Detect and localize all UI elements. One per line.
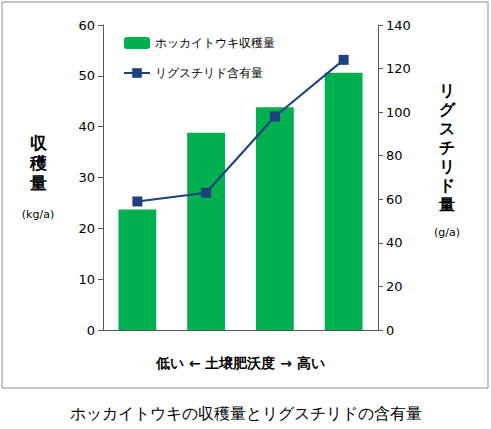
svg-text:120: 120 [386, 61, 411, 76]
svg-text:10: 10 [78, 272, 95, 287]
svg-text:50: 50 [78, 68, 95, 83]
svg-text:ス: ス [439, 119, 455, 138]
svg-text:リ: リ [439, 157, 455, 176]
svg-text:100: 100 [386, 105, 411, 120]
svg-text:収: 収 [30, 133, 48, 153]
svg-text:ド: ド [439, 176, 455, 195]
svg-text:低い ← 土壌肥沃度 → 高い: 低い ← 土壌肥沃度 → 高い [155, 355, 325, 371]
svg-text:40: 40 [386, 235, 403, 250]
svg-text:穫: 穫 [29, 153, 47, 173]
svg-text:60: 60 [386, 192, 403, 207]
svg-text:ホッカイトウキ収穫量: ホッカイトウキ収穫量 [155, 36, 275, 50]
svg-text:(g/a): (g/a) [434, 226, 460, 239]
svg-text:ホッカイトウキの収穫量とリグスチリドの含有量: ホッカイトウキの収穫量とリグスチリドの含有量 [70, 404, 422, 423]
svg-text:量: 量 [438, 195, 455, 214]
svg-text:グ: グ [439, 100, 456, 119]
svg-text:0: 0 [386, 323, 394, 338]
svg-text:20: 20 [386, 279, 403, 294]
svg-text:80: 80 [386, 148, 403, 163]
svg-text:40: 40 [78, 119, 95, 134]
svg-text:量: 量 [29, 173, 47, 193]
svg-text:リグスチリド含有量: リグスチリド含有量 [155, 66, 263, 80]
svg-text:0: 0 [87, 323, 95, 338]
svg-text:チ: チ [439, 138, 455, 157]
svg-text:140: 140 [386, 18, 411, 33]
svg-text:(kg/a): (kg/a) [22, 208, 54, 221]
svg-text:30: 30 [78, 170, 95, 185]
svg-text:20: 20 [78, 221, 95, 236]
svg-text:60: 60 [78, 18, 95, 33]
svg-text:リ: リ [439, 81, 455, 100]
